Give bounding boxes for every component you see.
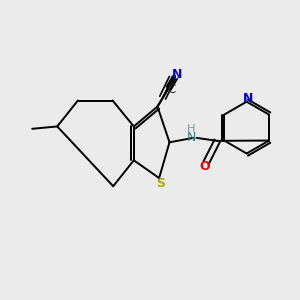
Text: C: C — [167, 83, 176, 96]
Text: O: O — [199, 160, 210, 173]
Text: H: H — [187, 124, 196, 134]
Text: N: N — [187, 131, 196, 144]
Text: N: N — [243, 92, 253, 105]
Text: N: N — [171, 68, 182, 81]
Text: S: S — [156, 177, 165, 190]
